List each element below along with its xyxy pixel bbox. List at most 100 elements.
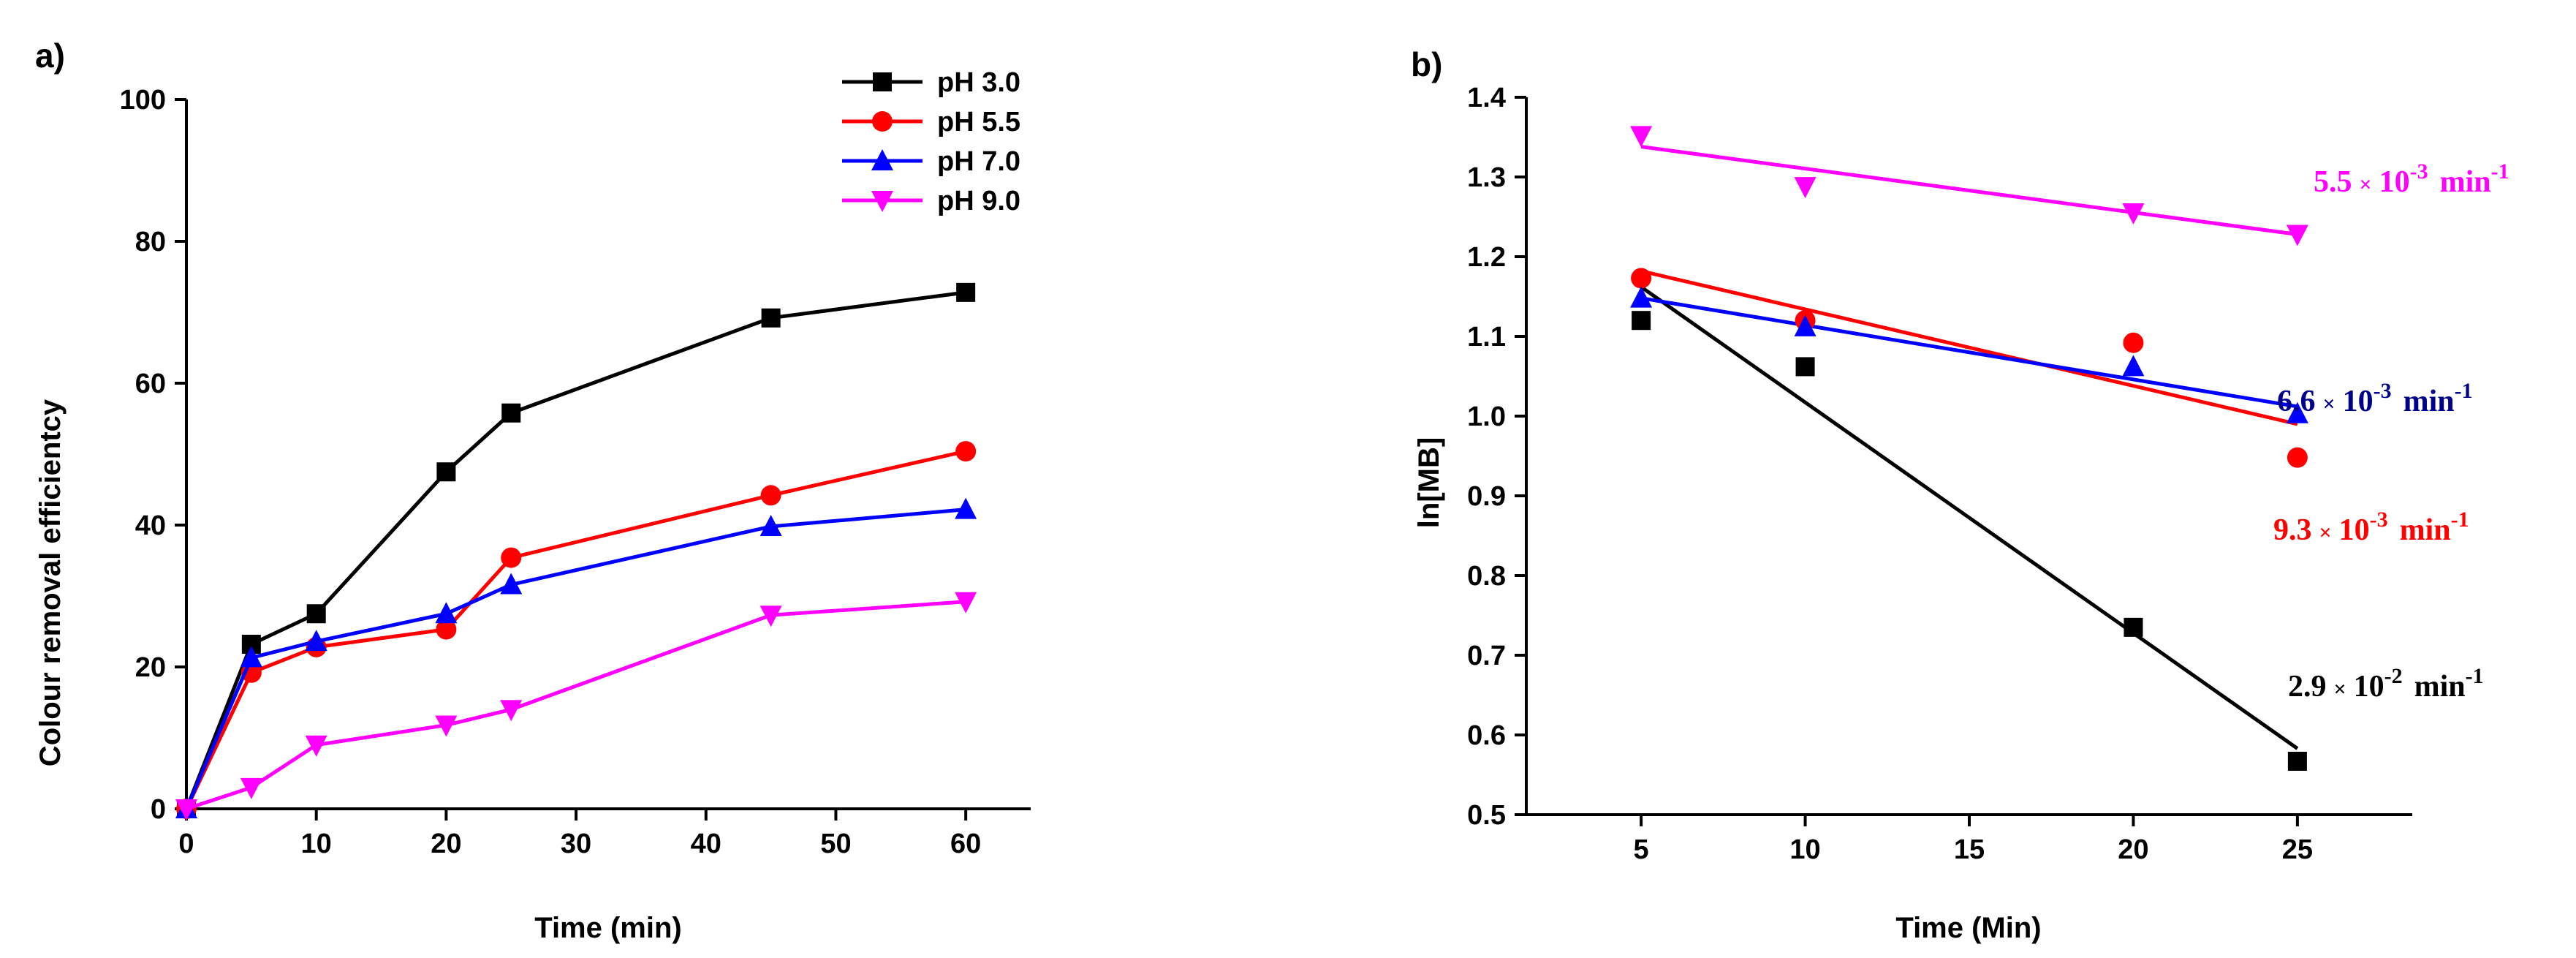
chart-a-data-point: [306, 604, 326, 624]
legend-label-4: pH 9.0: [937, 186, 1020, 216]
chart-b-data-point: [1632, 311, 1651, 331]
chart-a-x-tick-label: 40: [691, 829, 721, 859]
rate-ph7-times: ×: [2323, 392, 2336, 416]
chart-a-series-group: [175, 282, 977, 821]
rate-ph55-exp: -3: [2370, 508, 2388, 532]
chart-b-data-point: [1795, 357, 1815, 377]
chart-a-data-point: [955, 592, 977, 614]
panel-a-label: a): [35, 37, 65, 75]
rate-ph7-exp: -3: [2374, 379, 2392, 403]
rate-ph7-base: 10: [2343, 385, 2374, 418]
legend-label-3: pH 7.0: [937, 146, 1020, 177]
chart-a-x-tick-label: 60: [950, 829, 981, 859]
chart-b-y-tick-label: 1.0: [1467, 401, 1506, 432]
chart-a-data-point: [175, 799, 197, 821]
rate-ph3-unit: min: [2414, 670, 2466, 704]
chart-a-x-tick-label: 50: [820, 829, 851, 859]
rate-ph3-exp: -2: [2384, 664, 2403, 688]
chart-a: a) Time (min) Colour removal efficientcy…: [34, 37, 1031, 944]
chart-b-y-tick-label: 0.7: [1467, 641, 1506, 671]
chart-a-data-point: [956, 282, 976, 302]
chart-a-data-point: [500, 700, 523, 722]
chart-b-fit-line-4: [1640, 145, 2298, 236]
rate-ph7-unit: min: [2403, 385, 2455, 418]
rate-ph55-unit: min: [2400, 513, 2451, 547]
rate-annotation-ph3: 2.9 × 10-2 min-1: [2288, 664, 2484, 704]
chart-b-data-point: [1794, 177, 1817, 199]
chart-a-y-tick-label: 100: [120, 85, 166, 116]
legend-marker: [871, 149, 893, 170]
chart-b-data-point: [2287, 447, 2308, 468]
rate-ph55-times: ×: [2319, 521, 2332, 545]
chart-b-y-tick-label: 1.1: [1467, 322, 1506, 352]
chart-a-series-line-4: [186, 600, 966, 811]
chart-a-data-point: [955, 441, 977, 462]
rate-ph9-times: ×: [2360, 173, 2372, 197]
chart-a-x-axis-title: Time (min): [534, 912, 682, 944]
chart-b-y-tick-label: 1.3: [1467, 162, 1506, 193]
chart-b-fit-line-3: [1640, 296, 2298, 409]
chart-a-legend: pH 3.0 pH 5.5 pH 7.0 pH 9.0: [842, 67, 1020, 216]
chart-a-data-point: [240, 777, 262, 799]
chart-a-axes: 0 10 20 30 40 50 60 0 20 40 60 80 100: [120, 85, 1031, 859]
chart-b-x-tick-label: 5: [1634, 834, 1649, 865]
chart-a-data-point: [435, 602, 458, 624]
chart-b-y-tick-label: 0.9: [1467, 481, 1506, 512]
rate-ph55-unit-exp: -1: [2451, 508, 2469, 532]
rate-annotation-ph7: 6.6 × 10-3 min-1: [2277, 379, 2473, 418]
chart-a-data-point: [500, 573, 523, 595]
chart-a-data-point: [501, 403, 521, 423]
chart-a-x-tick-label: 20: [431, 829, 461, 859]
rate-ph55-coef: 9.3: [2273, 513, 2312, 547]
chart-b-series-group: [1630, 126, 2308, 771]
chart-b-data-point: [2122, 355, 2145, 377]
chart-a-x-tick-label: 30: [561, 829, 591, 859]
chart-a-y-axis-title: Colour removal efficientcy: [34, 399, 67, 766]
chart-b-y-tick-label: 1.4: [1467, 83, 1506, 113]
panel-b-label: b): [1411, 45, 1442, 83]
chart-b-data-point: [1631, 268, 1652, 289]
chart-b-data-point: [2286, 401, 2308, 423]
chart-b-y-tick-label: 0.6: [1467, 720, 1506, 751]
chart-a-series-line-3: [184, 508, 966, 810]
chart-b-data-point: [1630, 286, 1653, 308]
chart-a-series-line-1: [184, 290, 966, 810]
rate-annotation-ph55: 9.3 × 10-3 min-1: [2273, 508, 2469, 547]
chart-a-data-point: [305, 630, 327, 652]
chart-b: b) Time (Min) ln[MB] 5 10 15 20 25 0.5 0.6 0.7 0…: [1411, 45, 2509, 944]
rate-ph3-times: ×: [2334, 677, 2346, 701]
chart-a-data-point: [436, 462, 456, 482]
chart-b-data-point: [2287, 751, 2307, 771]
chart-b-x-tick-label: 15: [1954, 834, 1985, 865]
rate-ph3-base: 10: [2354, 670, 2384, 704]
chart-b-x-tick-label: 25: [2282, 834, 2313, 865]
rate-ph9-unit-exp: -1: [2491, 159, 2509, 184]
rate-ph9-exp: -3: [2410, 159, 2428, 184]
legend-label-1: pH 3.0: [937, 67, 1020, 98]
chart-b-data-point: [2286, 225, 2308, 246]
chart-a-data-point: [760, 485, 781, 506]
chart-b-y-axis-title: ln[MB]: [1413, 437, 1445, 528]
rate-ph7-unit-exp: -1: [2455, 379, 2473, 403]
chart-b-y-tick-label: 0.8: [1467, 561, 1506, 592]
rate-ph3-coef: 2.9: [2288, 670, 2327, 704]
chart-a-data-point: [501, 547, 522, 568]
rate-ph9-unit: min: [2440, 165, 2491, 199]
chart-b-x-axis-title: Time (Min): [1895, 912, 2041, 944]
chart-a-data-point: [435, 715, 458, 737]
chart-a-x-tick-label: 10: [301, 829, 332, 859]
rate-ph9-base: 10: [2379, 165, 2410, 199]
chart-a-data-point: [305, 735, 327, 757]
chart-b-data-point: [2122, 203, 2145, 225]
chart-b-data-point: [1630, 126, 1653, 148]
chart-a-y-tick-label: 80: [135, 227, 166, 257]
chart-b-data-point: [2124, 617, 2143, 637]
chart-a-data-point: [759, 606, 782, 627]
chart-b-y-tick-label: 1.2: [1467, 242, 1506, 273]
chart-b-y-tick-label: 0.5: [1467, 800, 1506, 831]
legend-marker: [872, 111, 893, 132]
chart-b-fit-line-1: [1640, 285, 2299, 750]
rate-annotation-ph9: 5.5 × 10-3 min-1: [2314, 159, 2509, 199]
chart-a-data-point: [240, 646, 262, 668]
